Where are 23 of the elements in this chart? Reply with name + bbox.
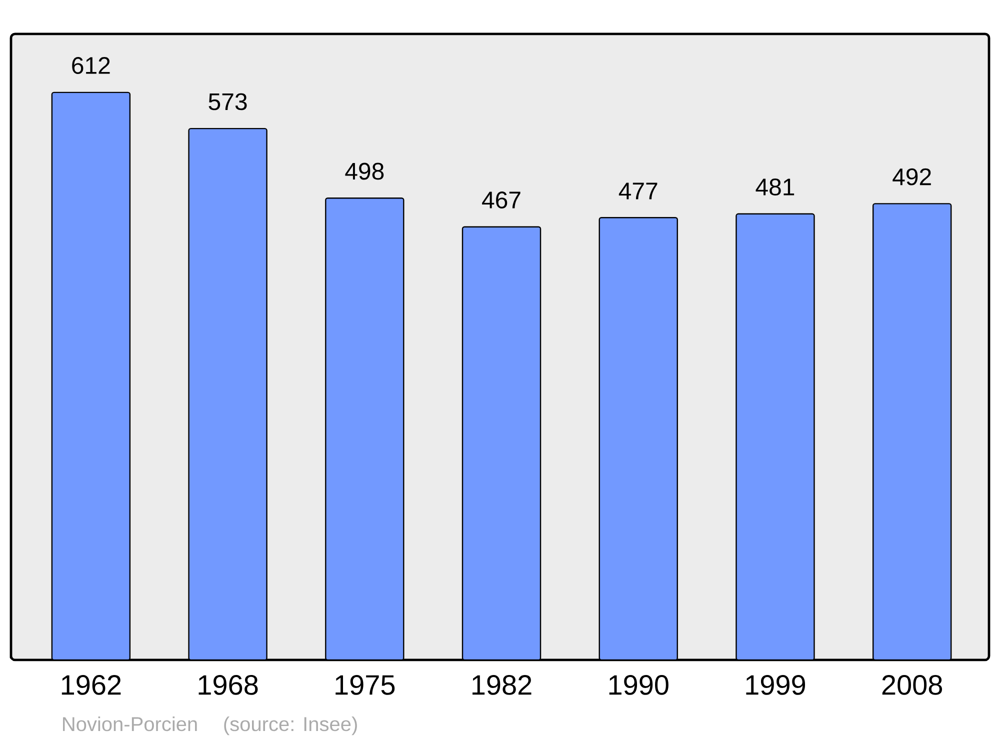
bar bbox=[325, 198, 404, 660]
x-tick-label: 1968 bbox=[198, 675, 258, 695]
data-label: 477 bbox=[618, 182, 658, 200]
bar bbox=[188, 128, 268, 660]
bar bbox=[872, 203, 952, 660]
text: Novion-Porcien bbox=[63, 716, 197, 732]
x-tick-label: 1982 bbox=[472, 675, 532, 695]
data-label: 492 bbox=[892, 168, 931, 186]
bar bbox=[462, 226, 542, 660]
x-tick-label: 2008 bbox=[882, 675, 942, 695]
data-label: 467 bbox=[482, 192, 520, 208]
x-tick-label: 1999 bbox=[746, 675, 806, 695]
bar bbox=[598, 217, 678, 660]
x-tick-label: 1975 bbox=[336, 675, 395, 695]
bar bbox=[51, 92, 131, 660]
x-tick-label: 1990 bbox=[609, 675, 668, 695]
data-label: 498 bbox=[345, 162, 384, 180]
data-label: 612 bbox=[72, 57, 110, 74]
data-label: 573 bbox=[208, 93, 247, 110]
x-tick-label: 1962 bbox=[62, 675, 121, 695]
text: (source: Insee) bbox=[224, 716, 357, 736]
data-label: 481 bbox=[756, 178, 794, 196]
bar bbox=[736, 213, 815, 660]
